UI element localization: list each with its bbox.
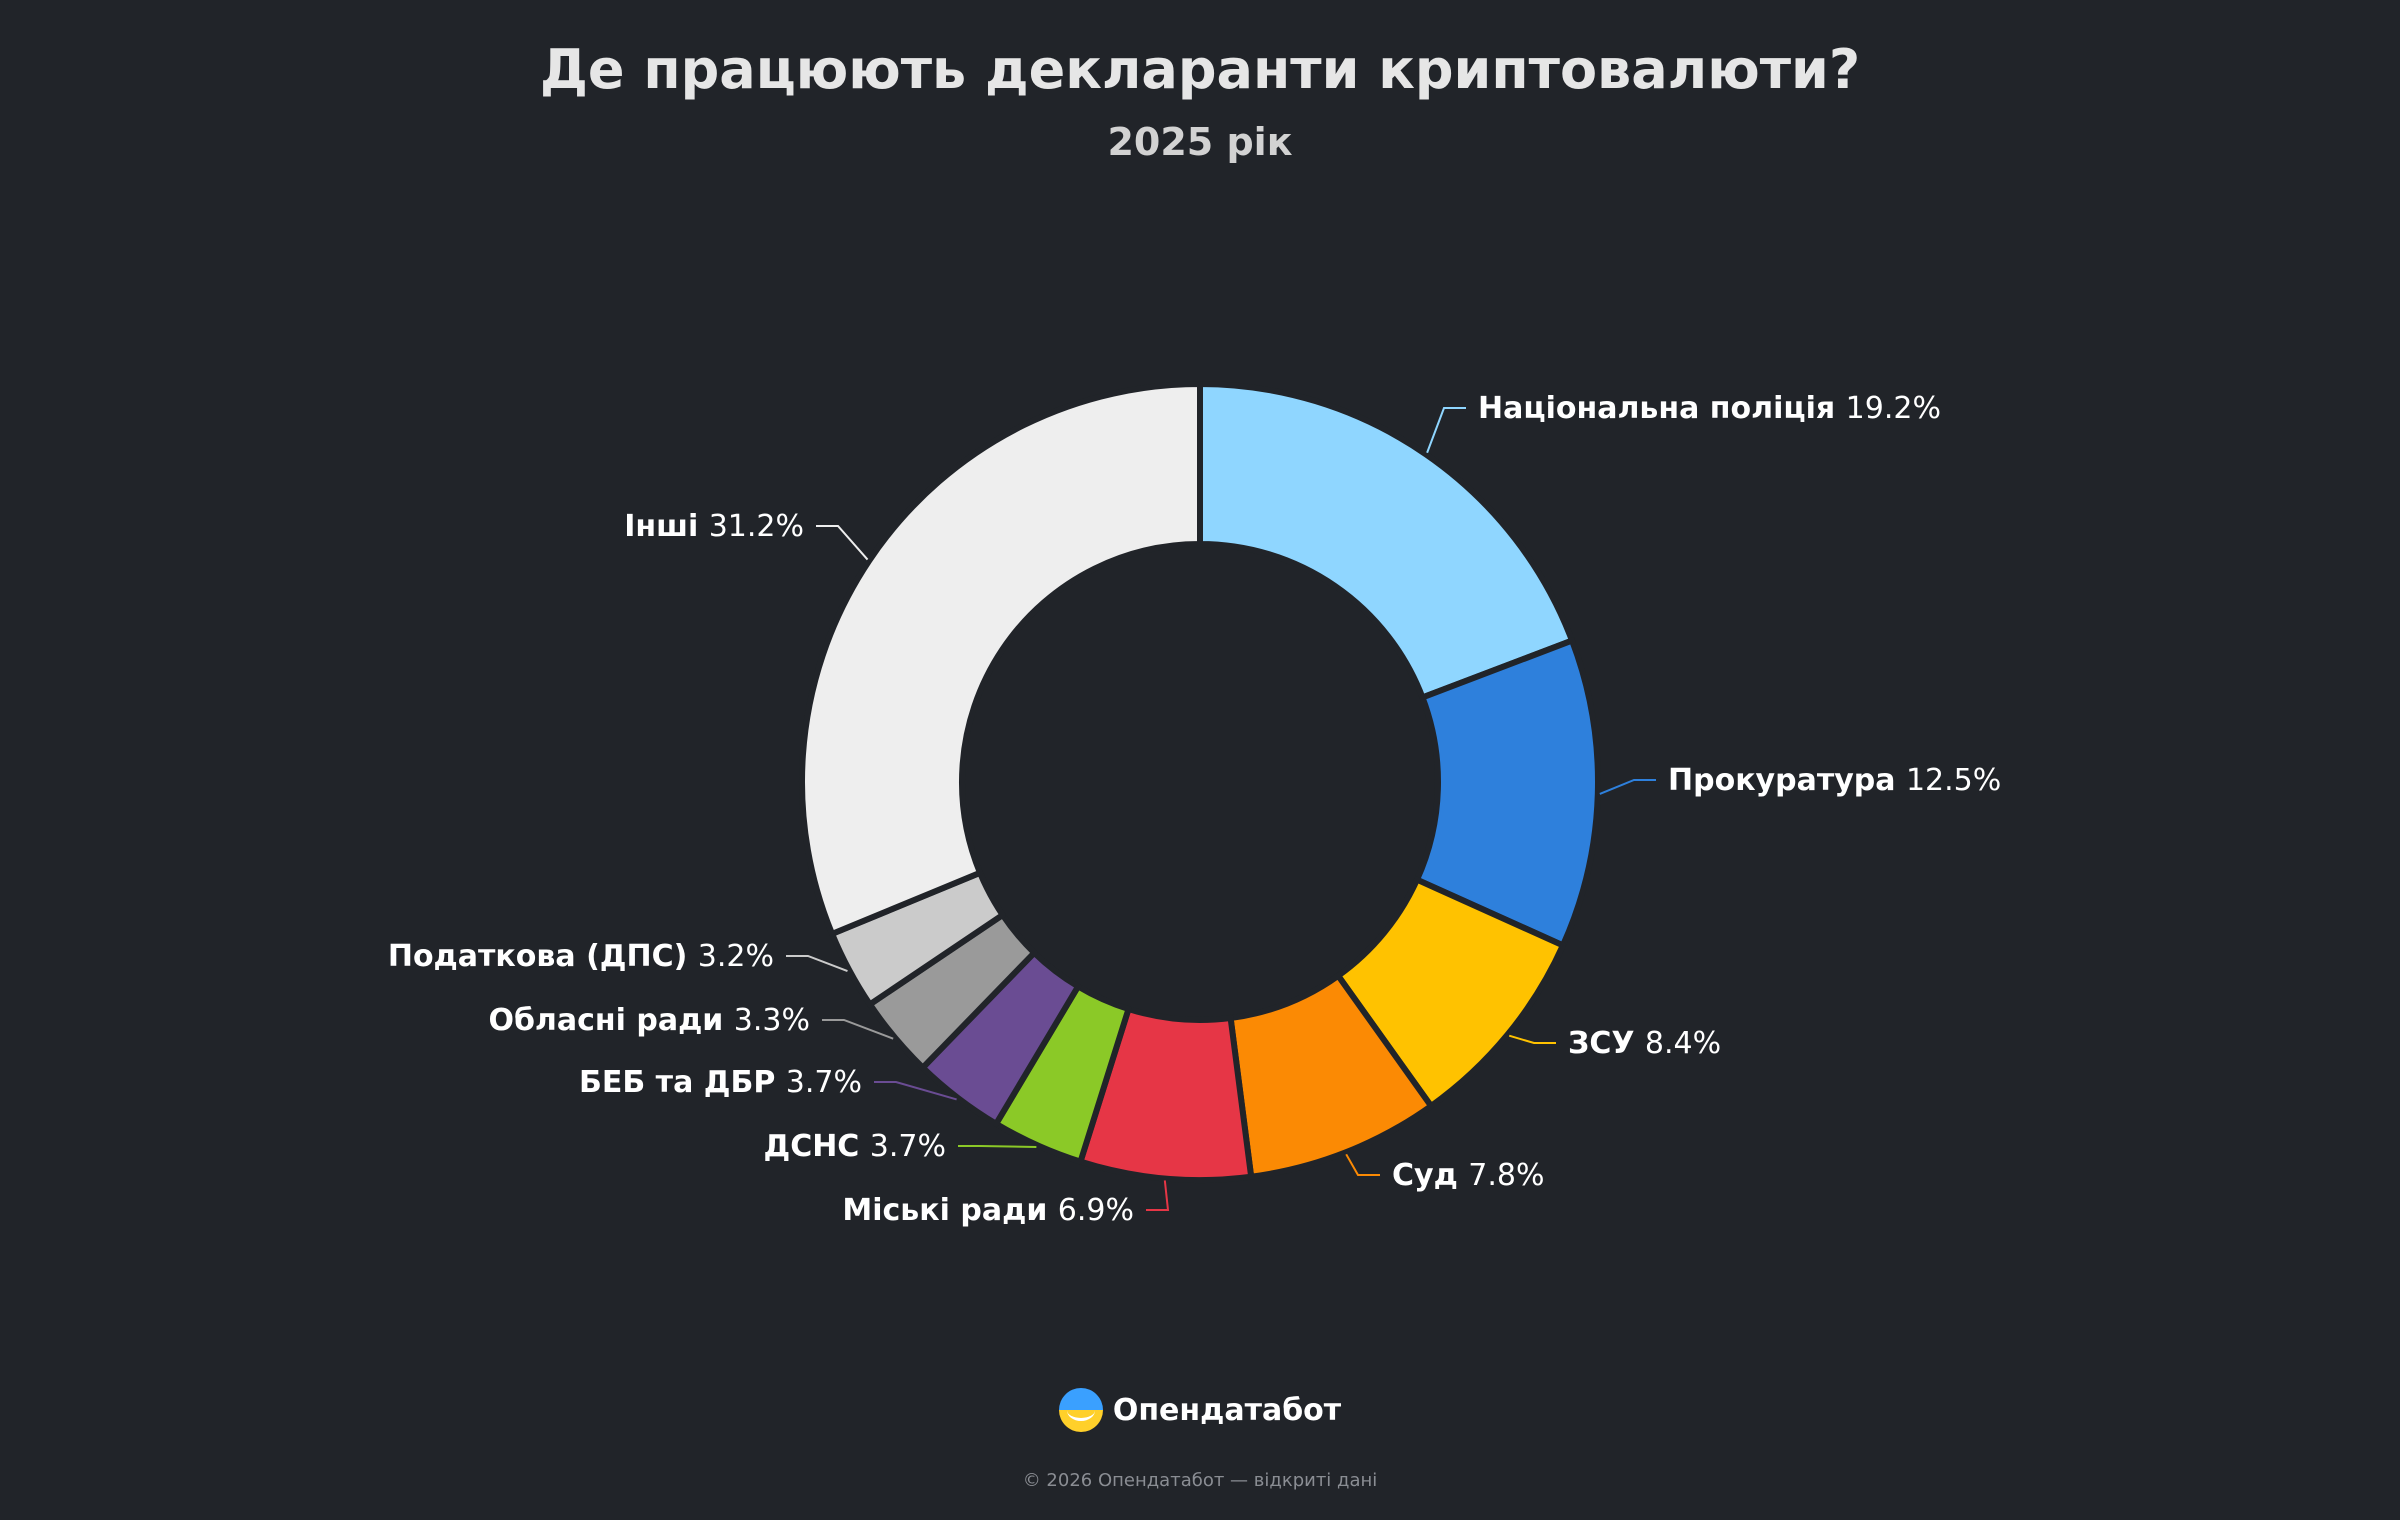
slice-label-5: Міські ради 6.9% [842, 1193, 1134, 1228]
leader-line-7 [874, 1081, 957, 1101]
chart-subtitle: 2025 рік [1107, 120, 1293, 164]
slice-label-name: Національна поліція [1478, 391, 1846, 426]
leader-line-4 [1345, 1153, 1380, 1176]
slice-label-4: Суд 7.8% [1392, 1158, 1544, 1193]
slice-1[interactable] [1197, 381, 1576, 701]
slice-label-1: Національна поліція 19.2% [1478, 391, 1941, 426]
slice-label-name: Суд [1392, 1158, 1468, 1193]
chart-slices [799, 381, 1601, 1183]
brand: Опендатабот [0, 1388, 2400, 1432]
slice-label-value: 31.2% [709, 509, 804, 544]
slice-label-value: 7.8% [1468, 1158, 1544, 1193]
leader-line-3 [1508, 1034, 1556, 1044]
slice-label-name: Прокуратура [1668, 763, 1906, 798]
leader-line-2 [1599, 779, 1656, 795]
slice-label-value: 3.2% [698, 939, 774, 974]
slice-label-value: 8.4% [1645, 1026, 1721, 1061]
slice-label-9: Податкова (ДПС) 3.2% [388, 939, 774, 974]
leader-line-6 [958, 1145, 1037, 1149]
leader-line-1 [1426, 407, 1466, 454]
slice-label-7: БЕБ та ДБР 3.7% [579, 1065, 862, 1100]
slice-label-3: ЗСУ 8.4% [1568, 1026, 1721, 1061]
slice-label-value: 3.3% [734, 1003, 810, 1038]
slice-label-value: 12.5% [1906, 763, 2001, 798]
slice-label-name: Міські ради [842, 1193, 1057, 1228]
slice-label-name: ДСНС [763, 1129, 869, 1164]
leader-line-9 [786, 955, 848, 972]
slice-label-value: 3.7% [870, 1129, 946, 1164]
chart-leader-lines [786, 407, 1656, 1211]
footer-copyright: © 2026 Опендатабот — відкриті дані [1022, 1470, 1378, 1491]
leader-line-10 [816, 525, 869, 561]
chart-labels: Національна поліція 19.2% Прокуратура 12.… [388, 391, 2001, 1228]
slice-label-name: БЕБ та ДБР [579, 1065, 786, 1100]
slice-label-name: ЗСУ [1568, 1026, 1645, 1061]
slice-10[interactable] [799, 381, 1203, 937]
leader-line-8 [822, 1019, 894, 1040]
slice-label-2: Прокуратура 12.5% [1668, 763, 2001, 798]
slice-label-value: 3.7% [786, 1065, 862, 1100]
slice-label-name: Податкова (ДПС) [388, 939, 698, 974]
slice-label-name: Обласні ради [488, 1003, 733, 1038]
slice-label-value: 6.9% [1058, 1193, 1134, 1228]
brand-name: Опендатабот [1112, 1392, 1342, 1428]
chart-title: Де працюють декларанти криптовалюти? [539, 38, 1861, 101]
slice-label-8: Обласні ради 3.3% [488, 1003, 810, 1038]
leader-line-5 [1146, 1180, 1170, 1211]
slice-label-name: Інші [624, 509, 708, 544]
slice-label-6: ДСНС 3.7% [763, 1129, 946, 1164]
slice-label-value: 19.2% [1846, 391, 1941, 426]
slice-label-10: Інші 31.2% [624, 509, 804, 544]
opendatabot-logo-icon [1058, 1388, 1103, 1432]
